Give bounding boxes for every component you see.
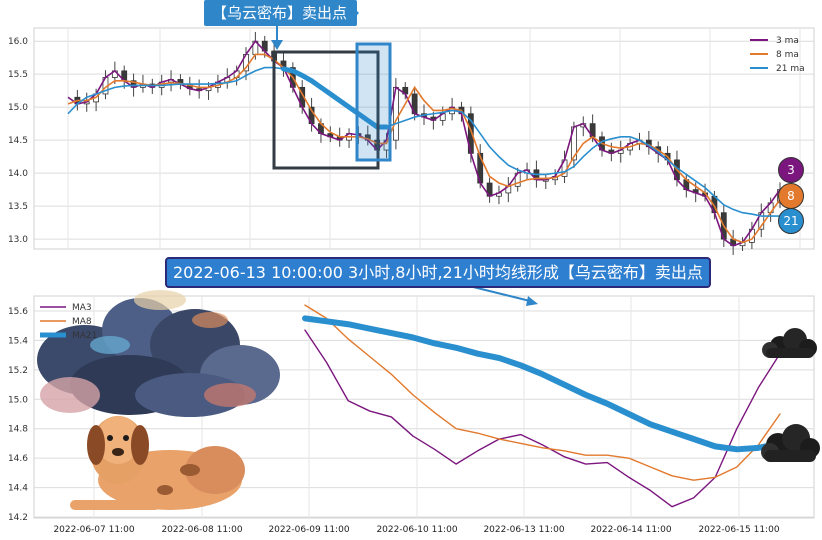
top-y-tick-label: 14.0: [8, 169, 28, 179]
bottom-y-tick-label: 14.8: [8, 425, 28, 435]
bottom-y-tick-labels: 15.6 15.4 15.2 15.0 14.8 14.6 14.4 14.2: [8, 307, 28, 523]
bottom-x-tick-label: 2022-06-07 11:00: [53, 525, 134, 535]
bottom-x-tick-label: 2022-06-08 11:00: [161, 525, 242, 535]
bottom-x-tick-label: 2022-06-13 11:00: [483, 525, 564, 535]
bottom-ma-lines: [302, 304, 783, 508]
bottom-y-tick-label: 15.0: [8, 395, 28, 405]
bottom-x-tick-label: 2022-06-10 11:00: [376, 525, 457, 535]
bottom-line-MA3: [304, 329, 781, 508]
top-y-tick-label: 16.0: [8, 37, 28, 47]
bottom-y-tick-label: 15.2: [8, 366, 28, 376]
top-signal-banner: 【乌云密布】卖出点: [204, 0, 358, 26]
signal-box-dark: [272, 50, 380, 170]
top-ma-lines: [67, 39, 781, 247]
top-panel: 16.0 15.5 15.0 14.5 14.0 13.5 13.0 3 ma 8 ma 2…: [8, 24, 815, 255]
legend-MA3: MA3: [72, 303, 92, 313]
bottom-x-tick-label: 2022-06-15 11:00: [698, 525, 779, 535]
legend-8ma: 8 ma: [776, 50, 799, 60]
top-arrow-head: [271, 40, 283, 50]
bottom-y-tick-label: 14.6: [8, 454, 28, 464]
dog-illustration: [70, 416, 245, 510]
legend-3ma: 3 ma: [776, 36, 799, 46]
bottom-y-tick-label: 15.6: [8, 307, 28, 317]
bottom-line-MA21: [302, 315, 783, 453]
signal-description-banner: 2022-06-13 10:00:00 3小时,8小时,21小时均线形成【乌云密…: [165, 257, 711, 288]
bottom-legend: MA3 MA8 MA21: [40, 303, 97, 341]
top-legend: 3 ma 8 ma 21 ma: [750, 36, 805, 74]
badge-ma21: 21: [778, 208, 804, 234]
legend-MA21: MA21: [72, 331, 97, 341]
top-grid: [34, 28, 814, 249]
legend-MA8: MA8: [72, 317, 92, 327]
bottom-y-tick-label: 14.4: [8, 484, 28, 494]
bottom-panel: 15.6 15.4 15.2 15.0 14.8 14.6 14.4 14.2 2022-06…: [8, 284, 820, 535]
bottom-x-tick-label: 2022-06-14 11:00: [590, 525, 671, 535]
top-y-tick-label: 13.0: [8, 235, 28, 245]
storm-cloud-illustration: [37, 290, 280, 417]
top-y-tick-label: 15.5: [8, 70, 28, 80]
top-y-tick-labels: 16.0 15.5 15.0 14.5 14.0 13.5 13.0: [8, 37, 28, 245]
dark-cloud-icon-upper: [762, 328, 817, 358]
bottom-y-tick-label: 15.4: [8, 336, 28, 346]
top-line-21ma-highlight: [280, 66, 390, 130]
bottom-y-tick-label: 14.2: [8, 513, 28, 523]
badge-ma8: 8: [778, 183, 804, 209]
top-y-tick-label: 14.5: [8, 136, 28, 146]
badge-ma3: 3: [778, 157, 804, 183]
bottom-x-tick-label: 2022-06-09 11:00: [268, 525, 349, 535]
mid-arrow-head: [526, 296, 538, 306]
top-banner-arrowhead: [346, 0, 359, 26]
bottom-line-MA8: [304, 304, 781, 481]
top-plot-area: [33, 27, 815, 250]
top-y-tick-label: 13.5: [8, 202, 28, 212]
bottom-x-tick-labels: 2022-06-07 11:00 2022-06-08 11:00 2022-06-…: [53, 525, 779, 535]
signal-box-blue: [355, 42, 392, 162]
dark-cloud-icon-lower: [761, 424, 820, 462]
top-line-21ma: [67, 66, 780, 217]
top-candles: [74, 31, 783, 255]
top-y-tick-label: 15.0: [8, 103, 28, 113]
legend-21ma: 21 ma: [776, 64, 805, 74]
